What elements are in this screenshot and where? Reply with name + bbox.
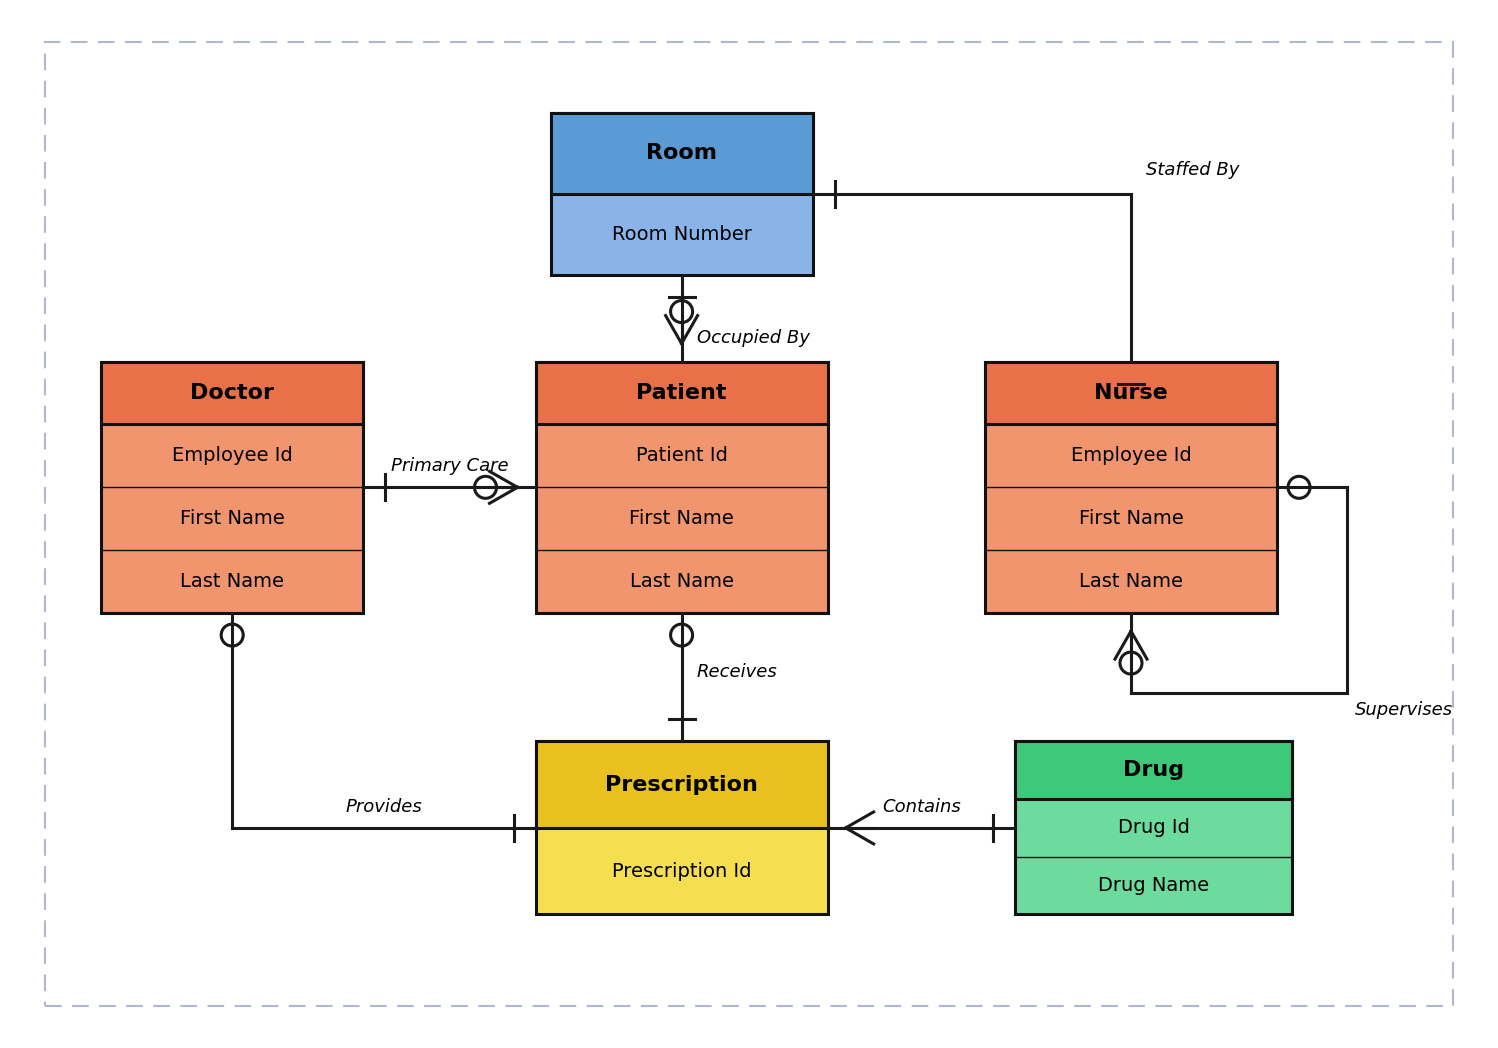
- Text: First Name: First Name: [629, 509, 734, 528]
- Text: Patient: Patient: [637, 383, 727, 403]
- Text: Nurse: Nurse: [1094, 383, 1168, 403]
- FancyBboxPatch shape: [536, 742, 828, 828]
- FancyBboxPatch shape: [551, 113, 812, 276]
- Text: Prescription: Prescription: [605, 774, 758, 794]
- FancyBboxPatch shape: [536, 362, 828, 613]
- Text: Occupied By: Occupied By: [697, 329, 809, 347]
- Text: Supervises: Supervises: [1356, 701, 1453, 719]
- FancyBboxPatch shape: [551, 113, 812, 194]
- Text: Drug Id: Drug Id: [1118, 818, 1189, 837]
- Text: Drug Name: Drug Name: [1098, 876, 1209, 895]
- Text: First Name: First Name: [180, 509, 285, 528]
- Text: Employee Id: Employee Id: [172, 446, 292, 465]
- Text: Last Name: Last Name: [180, 572, 285, 591]
- FancyBboxPatch shape: [536, 742, 828, 914]
- Text: Employee Id: Employee Id: [1071, 446, 1191, 465]
- FancyBboxPatch shape: [102, 362, 363, 613]
- Text: Patient Id: Patient Id: [635, 446, 728, 465]
- Text: Room: Room: [646, 144, 718, 163]
- Text: Room Number: Room Number: [611, 225, 752, 244]
- Text: Last Name: Last Name: [629, 572, 734, 591]
- FancyBboxPatch shape: [536, 362, 828, 424]
- Text: Staffed By: Staffed By: [1146, 161, 1239, 179]
- Text: Contains: Contains: [882, 798, 960, 816]
- Text: Last Name: Last Name: [1079, 572, 1183, 591]
- Text: Receives: Receives: [697, 663, 777, 681]
- Text: Provides: Provides: [346, 798, 422, 816]
- Text: Prescription Id: Prescription Id: [611, 861, 752, 880]
- FancyBboxPatch shape: [986, 362, 1276, 613]
- Text: First Name: First Name: [1079, 509, 1183, 528]
- FancyBboxPatch shape: [1016, 742, 1291, 800]
- Text: Drug: Drug: [1124, 760, 1183, 781]
- FancyBboxPatch shape: [1016, 742, 1291, 914]
- FancyBboxPatch shape: [102, 362, 363, 424]
- Text: Doctor: Doctor: [190, 383, 274, 403]
- Text: Primary Care: Primary Care: [391, 457, 508, 476]
- FancyBboxPatch shape: [986, 362, 1276, 424]
